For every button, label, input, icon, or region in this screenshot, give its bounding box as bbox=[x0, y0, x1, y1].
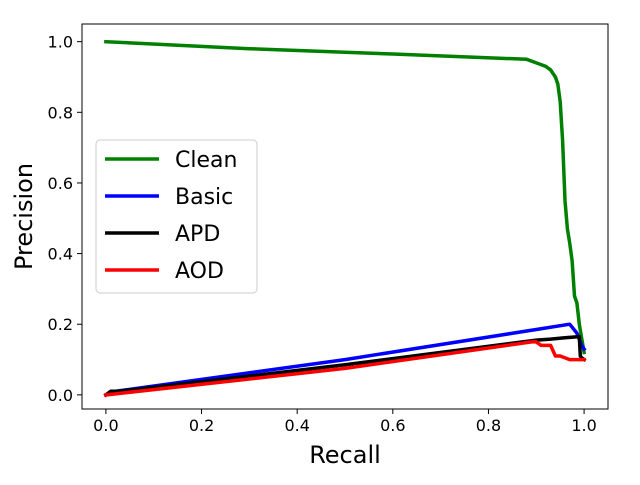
series-line-aod bbox=[103, 340, 586, 397]
x-tick-label: 0.8 bbox=[476, 416, 501, 435]
series-line-clean bbox=[104, 39, 587, 355]
x-tick-label: 1.0 bbox=[571, 416, 596, 435]
series-line-apd bbox=[103, 334, 587, 398]
legend-label-aod: AOD bbox=[175, 259, 224, 284]
plot-frame bbox=[81, 23, 609, 410]
y-tick-label: 1.0 bbox=[48, 33, 73, 52]
legend: Clean Basic APD AOD bbox=[95, 139, 258, 294]
y-tick-label: 0.2 bbox=[48, 315, 73, 334]
ticks-layer: 0.0 0.2 0.4 0.6 0.8 1.0 0.0 0.2 0.4 0.6 0.8 1.0 bbox=[48, 33, 597, 435]
y-tick-label: 0.0 bbox=[48, 386, 73, 405]
x-tick-label: 0.0 bbox=[93, 416, 118, 435]
y-axis-title: Precision bbox=[10, 163, 38, 270]
x-tick-label: 0.2 bbox=[189, 416, 214, 435]
x-tick-label: 0.6 bbox=[380, 416, 405, 435]
y-tick-label: 0.8 bbox=[48, 103, 73, 122]
y-tick-label: 0.4 bbox=[48, 245, 73, 264]
legend-label-clean: Clean bbox=[175, 148, 237, 173]
legend-label-apd: APD bbox=[175, 222, 220, 247]
y-tick-label: 0.6 bbox=[48, 174, 73, 193]
legend-label-basic: Basic bbox=[175, 185, 233, 210]
x-tick-label: 0.4 bbox=[284, 416, 309, 435]
legend-box bbox=[95, 139, 258, 294]
x-axis-title: Recall bbox=[309, 441, 381, 469]
series-layer bbox=[103, 39, 587, 398]
